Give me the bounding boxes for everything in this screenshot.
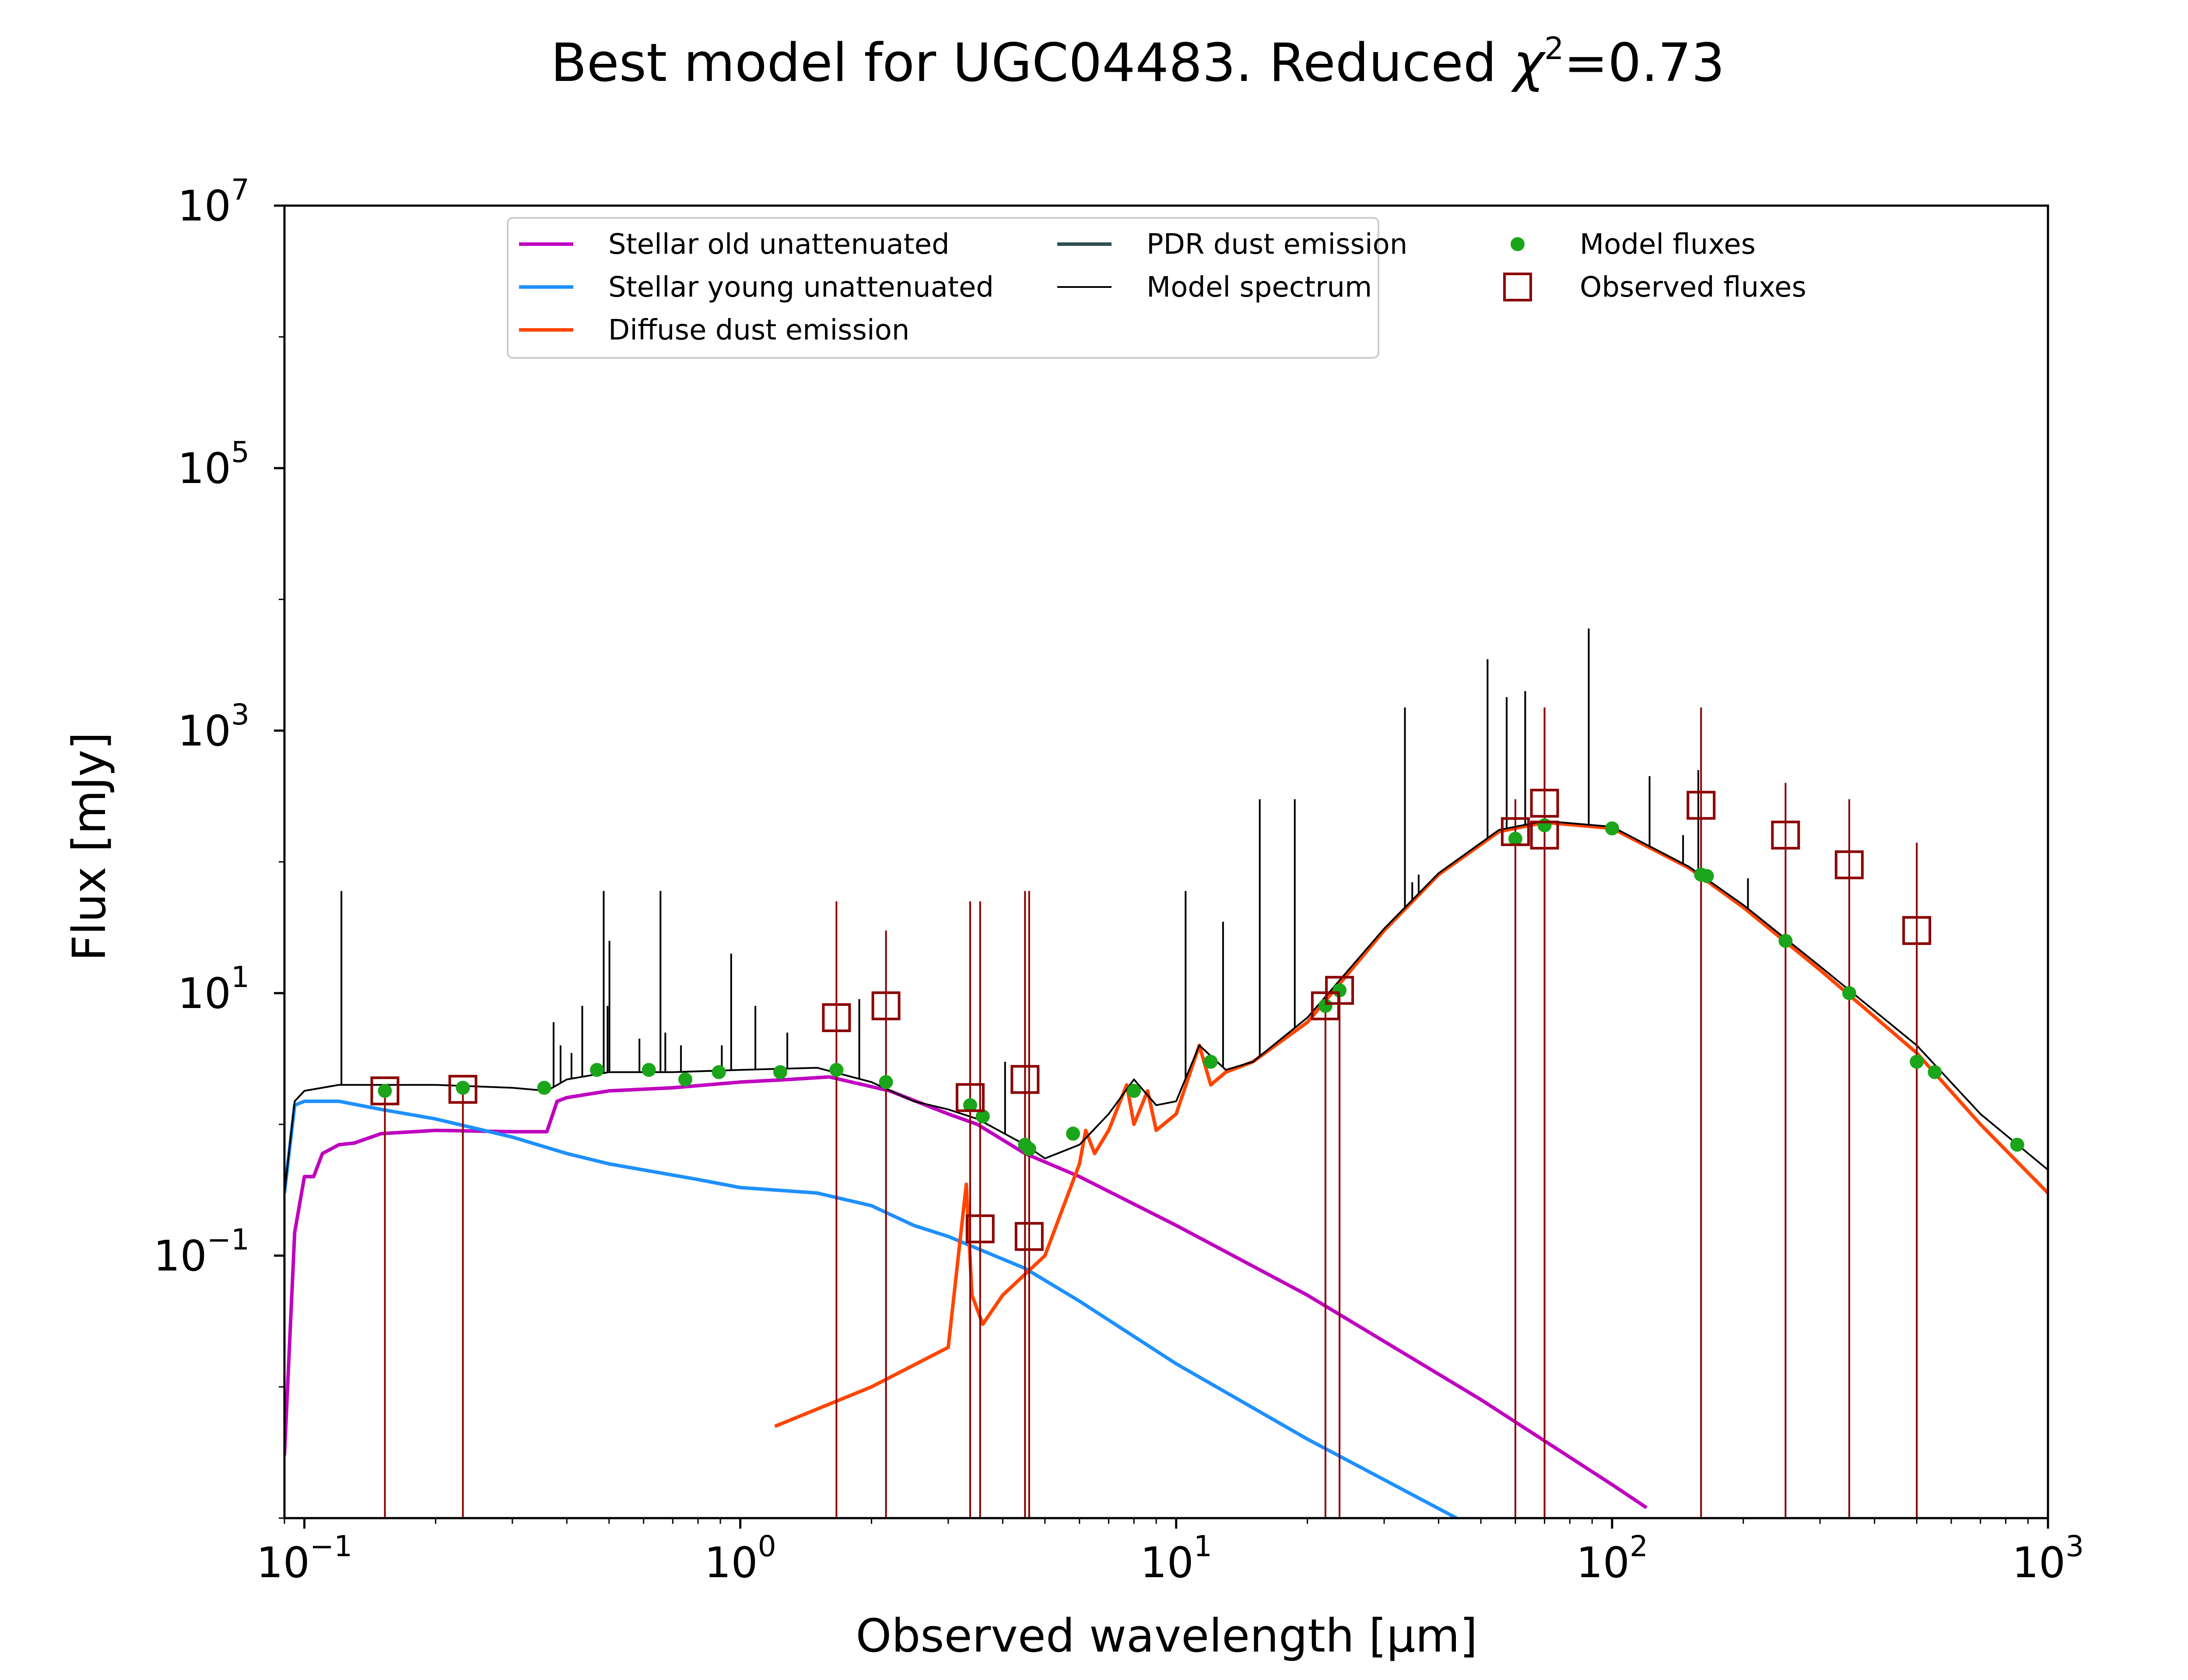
- legend-label-diffuse-dust-emission: Diffuse dust emission: [608, 314, 909, 346]
- model-flux-point: [456, 1081, 470, 1095]
- observed-flux-point: [1501, 817, 1530, 846]
- model-flux-point: [963, 1098, 978, 1113]
- legend-swatch-observed-fluxes: [1503, 273, 1532, 301]
- observed-flux-point: [1530, 788, 1559, 818]
- model-flux-point: [537, 1081, 551, 1095]
- x-tick-label: 100: [705, 1530, 776, 1587]
- legend-label-model-spectrum: Model spectrum: [1147, 271, 1372, 304]
- model-flux-point: [1700, 869, 1714, 883]
- observed-flux-point: [1834, 850, 1864, 879]
- y-tick-label: 105: [178, 435, 249, 493]
- model-flux-point: [773, 1065, 787, 1079]
- observed-flux-point: [370, 1076, 400, 1106]
- observed-flux-point: [1530, 820, 1559, 850]
- series-line-stellar-old-unattenuated: [284, 1075, 1648, 1509]
- model-flux-point: [1910, 1054, 1924, 1069]
- model-flux-point: [1066, 1127, 1080, 1141]
- chart-title-chi: χ: [1511, 33, 1546, 94]
- model-flux-point: [1842, 986, 1856, 1000]
- legend-label-stellar-old-unattenuated: Stellar old unattenuated: [608, 228, 950, 261]
- chart-title-text: Best model for UGC04483. Reduced: [551, 33, 1497, 94]
- y-tick-label: 103: [178, 698, 249, 756]
- chart-title-chi-exp: 2: [1544, 31, 1564, 66]
- legend-label-pdr-dust-emission: PDR dust emission: [1147, 228, 1407, 261]
- model-flux-point: [1127, 1084, 1141, 1098]
- plot-clip-group: [284, 628, 2048, 1518]
- model-flux-point: [712, 1065, 726, 1079]
- series-line-stellar-young-unattenuated: [284, 1099, 1458, 1518]
- legend-swatch-model-fluxes: [1511, 237, 1525, 251]
- model-flux-point: [829, 1063, 844, 1077]
- series-line-diffuse-dust-emission: [774, 820, 2048, 1428]
- observed-flux-point: [1687, 791, 1716, 820]
- observed-flux-point: [965, 1214, 995, 1243]
- model-flux-point: [1508, 832, 1522, 846]
- model-flux-point: [1537, 818, 1552, 833]
- model-flux-point: [879, 1075, 893, 1089]
- plot-area: [284, 628, 2048, 1518]
- x-tick-label: 102: [1576, 1530, 1648, 1587]
- legend-label-observed-fluxes: Observed fluxes: [1580, 271, 1806, 304]
- y-tick-label: 107: [178, 173, 249, 231]
- model-flux-point: [1778, 934, 1793, 948]
- observed-flux-point: [1771, 820, 1800, 850]
- observed-flux-point: [1014, 1222, 1044, 1251]
- y-axis-label: Flux [mJy]: [63, 732, 116, 961]
- x-tick-label: 103: [2012, 1530, 2084, 1587]
- x-tick-label: 101: [1140, 1530, 1212, 1587]
- legend-label-stellar-young-unattenuated: Stellar young unattenuated: [608, 271, 994, 304]
- observed-flux-point: [822, 1003, 851, 1032]
- observed-flux-point: [1902, 916, 1932, 945]
- legend: Stellar old unattenuated Stellar young un…: [507, 217, 1806, 359]
- model-flux-point: [1928, 1065, 1942, 1079]
- chart-title: Best model for UGC04483. Reduced χ2=0.73: [551, 31, 1725, 94]
- axes: 10−1 100 101 102 103 10−1 101 103 105 107: [154, 173, 2084, 1587]
- series-line-model-spectrum: [284, 820, 2048, 1194]
- observed-flux-point: [956, 1083, 985, 1112]
- model-flux-point: [2010, 1138, 2024, 1152]
- model-flux-point: [1605, 821, 1619, 836]
- model-flux-point: [975, 1109, 990, 1124]
- model-flux-point: [1203, 1054, 1218, 1069]
- observed-flux-point: [871, 991, 901, 1021]
- observed-flux-point: [448, 1074, 477, 1104]
- x-tick-label: 10−1: [256, 1530, 352, 1587]
- legend-label-model-fluxes: Model fluxes: [1580, 228, 1756, 261]
- model-flux-point: [378, 1084, 392, 1098]
- model-flux-point: [1022, 1142, 1036, 1156]
- model-flux-point: [678, 1072, 693, 1087]
- chart-title-chi-value: =0.73: [1564, 33, 1725, 94]
- y-tick-label: 101: [178, 960, 249, 1018]
- observed-flux-point: [1010, 1065, 1040, 1094]
- y-tick-label: 10−1: [154, 1223, 249, 1281]
- model-flux-point: [590, 1063, 604, 1077]
- model-flux-point: [642, 1063, 656, 1077]
- x-axis-label: Observed wavelength [μm]: [856, 1609, 1478, 1662]
- legend-box: [507, 217, 1379, 359]
- observed-flux-point: [1325, 976, 1354, 1005]
